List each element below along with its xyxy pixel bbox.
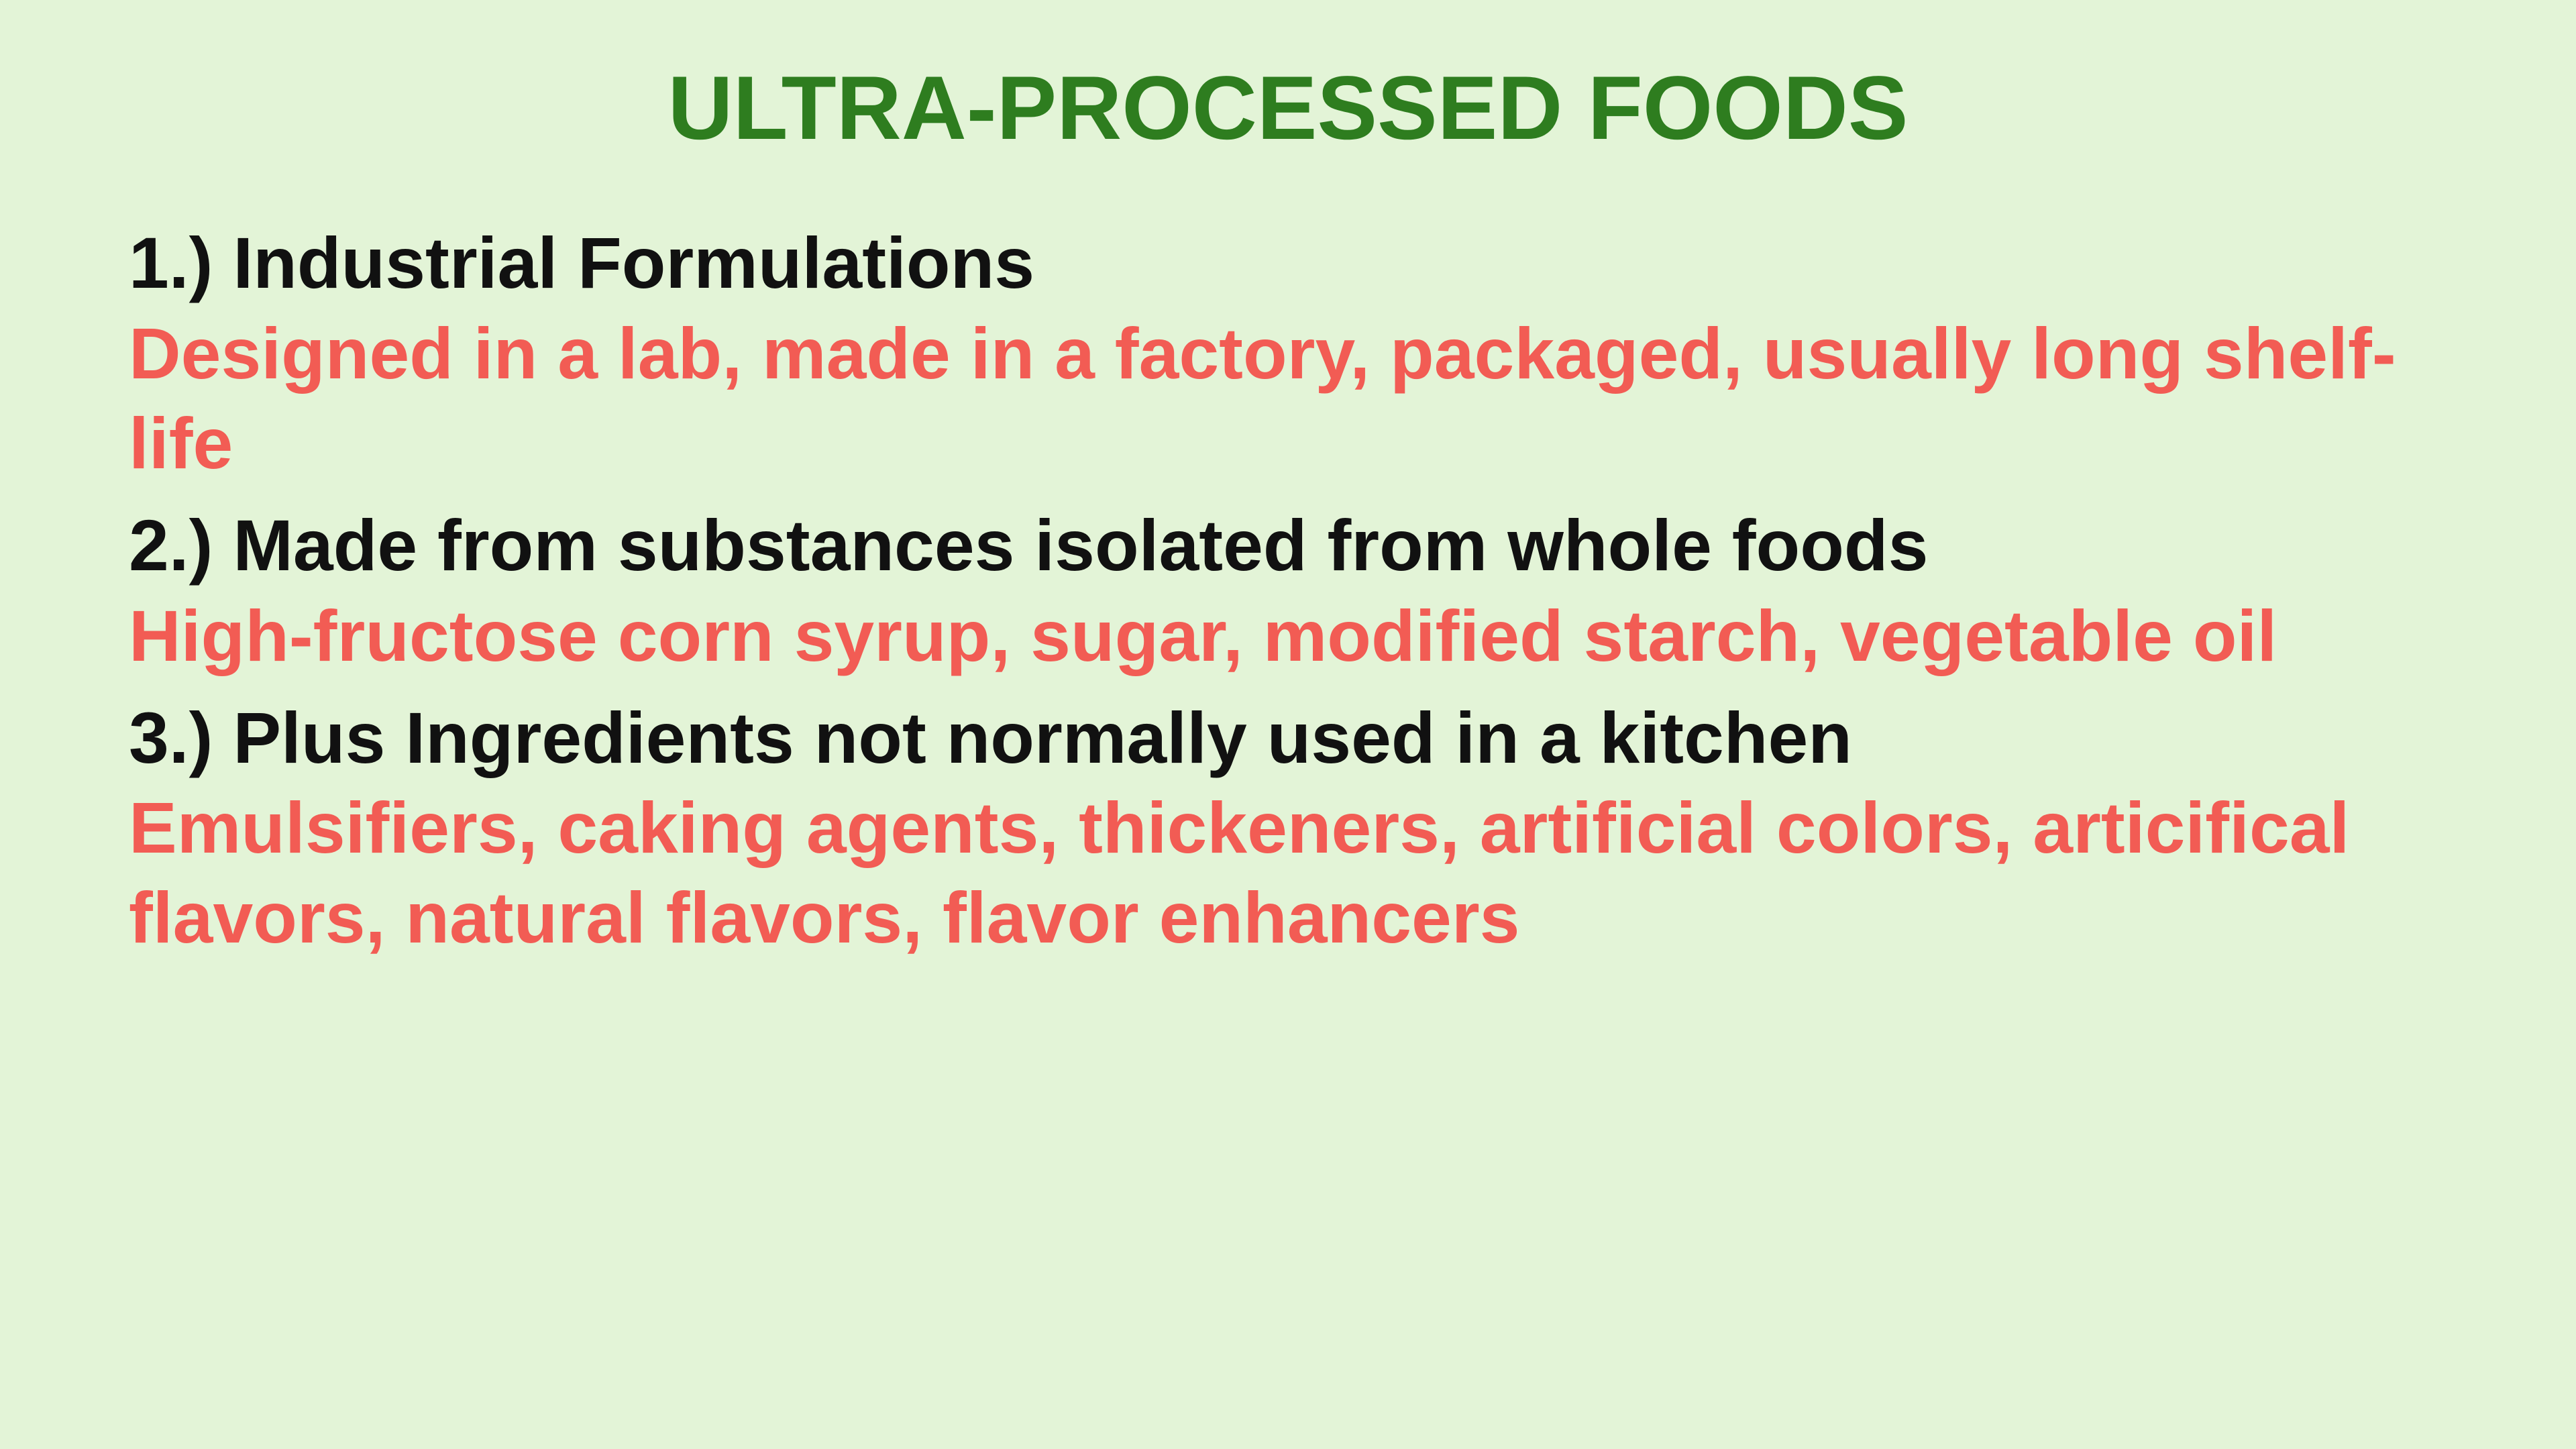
item-description: Designed in a lab, made in a factory, pa… <box>129 309 2447 489</box>
item-heading: 2.) Made from substances isolated from w… <box>129 500 2447 590</box>
list-item: 1.) Industrial Formulations Designed in … <box>129 218 2447 488</box>
item-heading: 1.) Industrial Formulations <box>129 218 2447 308</box>
slide-title: ULTRA-PROCESSED FOODS <box>129 52 2447 164</box>
item-heading: 3.) Plus Ingredients not normally used i… <box>129 693 2447 783</box>
list-item: 3.) Plus Ingredients not normally used i… <box>129 693 2447 963</box>
item-description: High-fructose corn syrup, sugar, modifie… <box>129 591 2447 681</box>
item-description: Emulsifiers, caking agents, thickeners, … <box>129 783 2447 963</box>
list-item: 2.) Made from substances isolated from w… <box>129 500 2447 681</box>
slide: ULTRA-PROCESSED FOODS 1.) Industrial For… <box>0 0 2576 1449</box>
